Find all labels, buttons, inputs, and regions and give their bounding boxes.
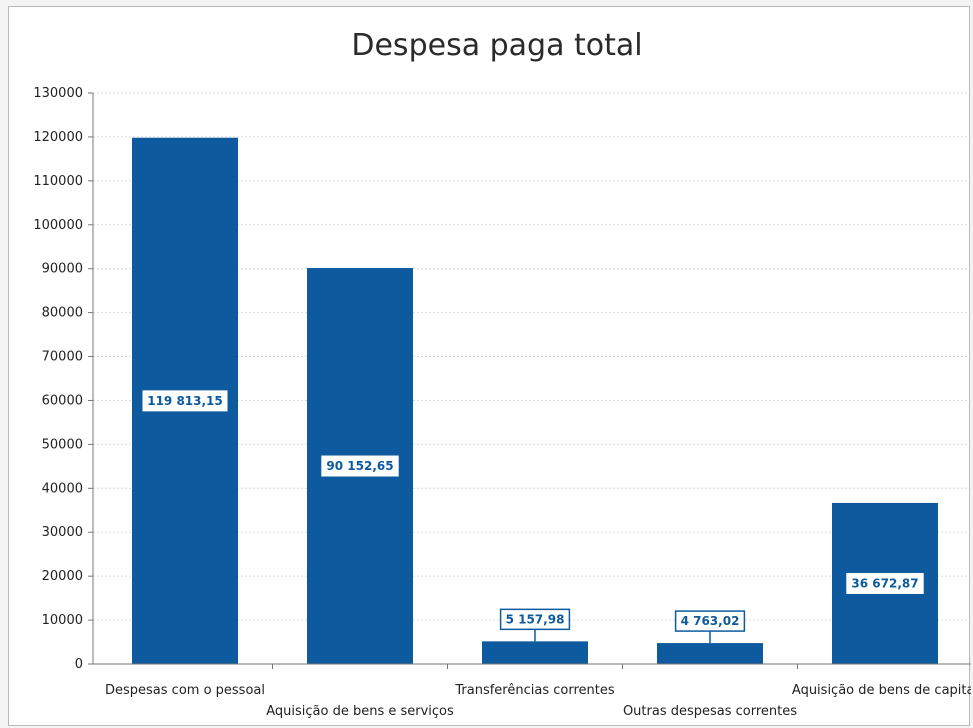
data-label: 119 813,15 xyxy=(147,394,223,408)
y-tick-label: 100000 xyxy=(33,218,83,233)
data-labels: 119 813,15 90 152,65 5 157,98 4 763,02 36 67… xyxy=(142,390,924,644)
y-tick-label: 70000 xyxy=(42,350,83,365)
y-tick-label: 50000 xyxy=(42,437,83,452)
chart-frame: Despesa paga total 0 10000 20000 30000 40000… xyxy=(8,6,971,726)
x-tick-label: Outras despesas correntes xyxy=(623,704,797,719)
y-tick-label: 110000 xyxy=(33,174,83,189)
y-tick-label: 120000 xyxy=(33,130,83,145)
bar xyxy=(657,643,763,664)
y-tick-label: 60000 xyxy=(42,393,83,408)
data-label-box xyxy=(321,455,399,477)
x-tick-label: Aquisição de bens de capital xyxy=(792,683,971,698)
data-label-box xyxy=(846,572,924,594)
y-tick-label: 40000 xyxy=(42,481,83,496)
y-tick-label: 20000 xyxy=(42,569,83,584)
bar-chart: Despesa paga total 0 10000 20000 30000 40000… xyxy=(33,28,971,719)
x-tick-label: Transferências correntes xyxy=(454,683,614,698)
data-label-box xyxy=(499,608,571,631)
y-tick-label: 90000 xyxy=(42,262,83,277)
data-label-box xyxy=(674,610,746,632)
data-label: 90 152,65 xyxy=(326,459,393,473)
data-label-box xyxy=(142,390,228,412)
data-label: 36 672,87 xyxy=(851,576,918,590)
y-tick-label: 130000 xyxy=(33,86,83,101)
chart-title: Despesa paga total xyxy=(351,28,642,63)
bar xyxy=(482,641,588,664)
y-tick-label: 80000 xyxy=(42,306,83,321)
data-label: 4 763,02 xyxy=(681,614,740,628)
x-tick-label: Despesas com o pessoal xyxy=(105,683,265,698)
y-tick-label: 10000 xyxy=(42,613,83,628)
y-tick-label: 0 xyxy=(75,657,83,672)
x-tick-label: Aquisição de bens e serviços xyxy=(266,704,454,719)
y-tick-label: 30000 xyxy=(42,525,83,540)
data-label: 5 157,98 xyxy=(506,612,565,626)
y-axis: 0 10000 20000 30000 40000 50000 60000 70000 8000… xyxy=(33,86,94,672)
